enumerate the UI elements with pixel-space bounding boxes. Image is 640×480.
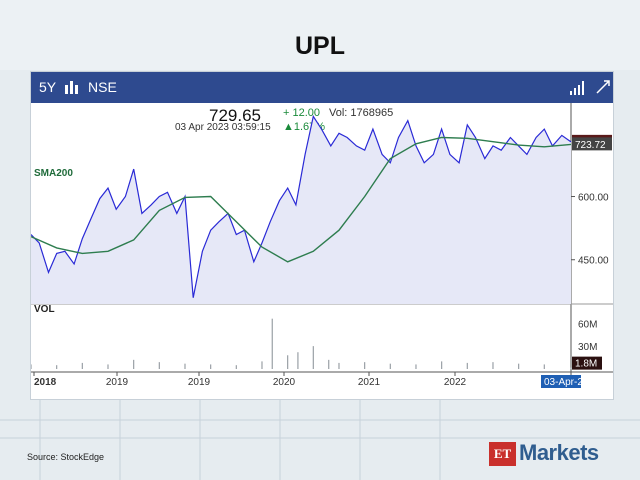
volume-bar xyxy=(415,364,417,369)
x-tick-label: 2018 xyxy=(34,377,57,388)
volume-bar xyxy=(466,362,468,369)
exchange-selector[interactable]: NSE xyxy=(88,79,117,95)
end-date-box xyxy=(541,375,581,388)
volume-bar xyxy=(261,361,263,369)
y-tick-label: 600.00 xyxy=(578,193,609,204)
volume-label: VOL xyxy=(34,304,55,315)
volume-bar xyxy=(364,362,366,369)
volume-bar xyxy=(271,318,273,369)
x-tick-label: 2019 xyxy=(106,377,129,388)
volume-bar xyxy=(543,364,545,369)
end-date-tag: 03-Apr-23 xyxy=(544,377,589,388)
source-note: Source: StockEdge xyxy=(27,452,105,462)
last-price: 729.65 xyxy=(209,106,261,125)
volume-bar xyxy=(56,365,58,369)
chart-toolbar: 5Y NSE xyxy=(31,72,613,103)
volume-bar xyxy=(107,364,109,369)
logo-text: Markets xyxy=(519,440,599,465)
volume-bar xyxy=(518,363,520,369)
volume-bar xyxy=(297,352,299,369)
volume-bar xyxy=(389,363,391,369)
last-volume-box xyxy=(572,356,602,370)
quote-timestamp: 03 Apr 2023 03:59:15 xyxy=(175,122,271,133)
volume-bar xyxy=(31,364,32,369)
expand-icon[interactable] xyxy=(595,79,611,100)
sma-value-tag: 723.72 xyxy=(575,140,606,151)
volume-bar xyxy=(158,362,160,369)
price-line xyxy=(31,114,572,298)
price-area xyxy=(31,116,571,305)
price-chart: 600.00 450.00 729.65 723.72 60M 30M 1.8M 2018 20… xyxy=(31,103,613,388)
volume-readout: Vol: 1768965 xyxy=(329,107,394,119)
volume-bar xyxy=(441,361,443,369)
bar-chart-icon[interactable] xyxy=(570,81,584,100)
sma200-line xyxy=(31,136,572,263)
period-selector[interactable]: 5Y xyxy=(39,79,57,95)
volume-bar xyxy=(328,359,330,369)
sma200-label: SMA200 xyxy=(34,168,73,179)
volume-bar xyxy=(312,346,314,369)
volume-bar xyxy=(184,363,186,369)
volume-bar xyxy=(338,362,340,369)
volume-bar xyxy=(81,362,83,369)
volume-bar xyxy=(492,362,494,369)
chart-panel: 5Y NSE 729.65 + 12.00 Vol: 176896 xyxy=(30,71,614,400)
x-tick-label: 2019 xyxy=(188,377,211,388)
x-tick-label: 2021 xyxy=(358,377,381,388)
volume-tick-label: 30M xyxy=(578,342,597,353)
sma-value-tag-box xyxy=(572,137,612,151)
price-change: + 12.00 xyxy=(283,107,321,119)
y-tick-label: 450.00 xyxy=(578,256,609,267)
x-tick-label: 2022 xyxy=(444,377,467,388)
volume-bar xyxy=(235,365,237,369)
x-tick-label: 2020 xyxy=(273,377,296,388)
logo-badge: ET xyxy=(489,442,516,466)
page-title: UPL xyxy=(295,32,345,60)
volume-tick-label: 60M xyxy=(578,319,597,330)
volume-bar xyxy=(133,359,135,369)
volume-bar xyxy=(210,364,212,369)
candlestick-icon[interactable] xyxy=(64,78,80,101)
volume-bar xyxy=(570,367,572,369)
last-volume-tag: 1.8M xyxy=(575,359,597,370)
volume-bar xyxy=(287,355,289,369)
